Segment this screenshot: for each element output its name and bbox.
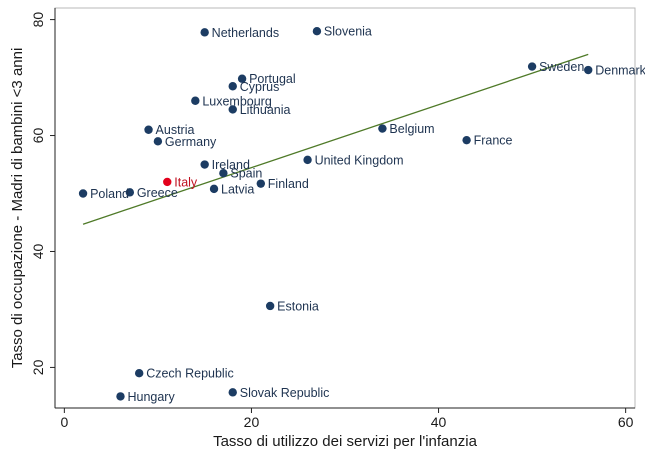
fit-line bbox=[82, 53, 589, 225]
point-label: Portugal bbox=[249, 72, 296, 86]
point-label: Cyprus bbox=[240, 80, 280, 94]
point-label: Greece bbox=[137, 186, 178, 200]
point-label: Hungary bbox=[127, 390, 175, 404]
point-label: Belgium bbox=[389, 122, 434, 136]
labels-group: Netherlands Slovenia PortugalCyprusLuxembo… bbox=[90, 25, 645, 404]
data-point bbox=[228, 105, 237, 114]
data-point bbox=[191, 96, 200, 105]
point-label: Finland bbox=[268, 177, 309, 191]
y-tick-label: 80 bbox=[30, 12, 46, 28]
data-point bbox=[219, 169, 228, 178]
y-axis-title: Tasso di occupazione - Madri di bambini … bbox=[9, 48, 26, 369]
x-axis-title: Tasso di utilizzo dei servizi per l'infa… bbox=[213, 433, 477, 450]
x-tick-label: 20 bbox=[244, 414, 260, 430]
data-point bbox=[78, 189, 88, 198]
points-group bbox=[78, 26, 593, 401]
point-label: Slovak Republic bbox=[240, 386, 330, 400]
point-label: Ireland bbox=[212, 158, 250, 172]
axes: 0 20 40 60 20 40 60 80 bbox=[30, 8, 635, 430]
point-label: Netherlands bbox=[212, 26, 279, 40]
point-label: Lithuania bbox=[240, 103, 291, 117]
point-label: Slovenia bbox=[324, 25, 372, 39]
data-point bbox=[312, 26, 322, 36]
data-point bbox=[116, 392, 125, 401]
y-tick-label: 20 bbox=[30, 359, 46, 375]
data-point bbox=[144, 125, 153, 134]
data-point bbox=[265, 301, 275, 311]
point-label: Italy bbox=[174, 175, 198, 189]
data-point bbox=[256, 179, 266, 188]
x-tick-label: 40 bbox=[431, 414, 447, 430]
point-label: France bbox=[474, 134, 513, 148]
point-label: United Kingdom bbox=[315, 153, 404, 167]
point-label: Sweden bbox=[539, 60, 584, 74]
point-label: Estonia bbox=[277, 299, 319, 313]
point-label: Poland bbox=[90, 187, 129, 201]
point-label: Austria bbox=[156, 123, 195, 137]
point-label: Latvia bbox=[221, 182, 254, 196]
x-tick-label: 60 bbox=[618, 414, 634, 430]
point-label: Denmark bbox=[595, 64, 645, 78]
data-point bbox=[163, 177, 172, 187]
data-point bbox=[134, 369, 144, 378]
data-point bbox=[153, 137, 163, 146]
y-tick-label: 40 bbox=[30, 243, 46, 259]
point-label: Czech Republic bbox=[146, 367, 234, 381]
data-point bbox=[462, 135, 471, 145]
data-point bbox=[378, 124, 387, 133]
data-point bbox=[527, 62, 537, 71]
fit-line-group bbox=[82, 53, 589, 225]
point-label: Germany bbox=[165, 135, 217, 149]
point-label: Luxembourg bbox=[202, 94, 272, 108]
data-point bbox=[303, 155, 312, 165]
data-point bbox=[125, 188, 135, 197]
data-point bbox=[209, 184, 219, 194]
data-point bbox=[200, 28, 209, 37]
data-point bbox=[237, 74, 247, 83]
data-point bbox=[200, 160, 209, 169]
y-tick-label: 60 bbox=[30, 128, 46, 144]
data-point bbox=[228, 388, 237, 397]
data-point bbox=[584, 65, 593, 75]
point-label: Spain bbox=[230, 167, 262, 181]
x-tick-label: 0 bbox=[60, 414, 68, 430]
data-point bbox=[228, 82, 237, 91]
